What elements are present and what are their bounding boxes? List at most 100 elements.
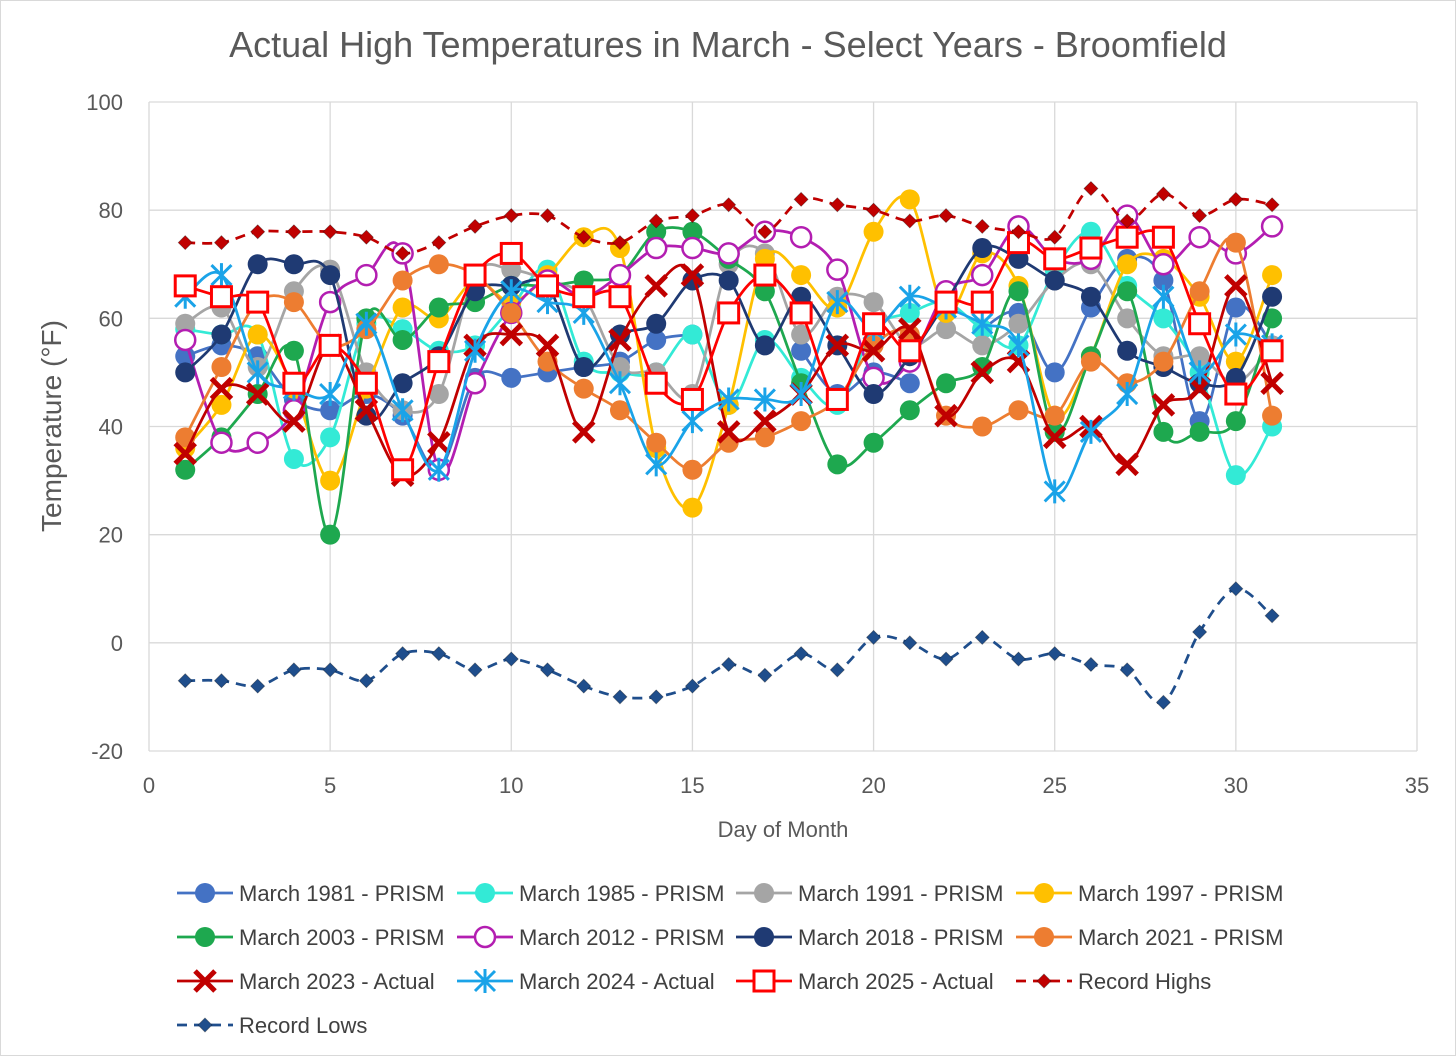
data-point [646,313,667,334]
data-point [863,432,884,453]
data-point [1010,651,1027,667]
data-point [1043,479,1066,504]
data-point [970,290,994,314]
data-point [177,235,193,251]
data-point [1080,351,1101,372]
data-point [320,470,341,491]
data-point [246,290,270,314]
x-axis-title: Day of Month [718,817,849,842]
data-point [1117,308,1138,329]
data-point [250,224,266,240]
data-point [1008,400,1029,421]
data-point [1119,213,1135,229]
data-point [646,329,667,350]
legend-label: March 1997 - PRISM [1078,881,1283,906]
data-point [1225,232,1246,253]
series-line [981,255,1274,423]
y-tick-label: -20 [91,739,123,764]
data-point [938,651,954,667]
data-point [539,208,556,224]
data-point [644,371,668,395]
legend-entry: March 2025 - Actual [736,969,994,994]
data-point [175,346,196,367]
data-point [1224,322,1247,347]
data-point [898,284,921,309]
series-march-2025-actual [173,225,1284,482]
data-point [358,229,374,245]
data-point [427,457,450,482]
data-point [427,350,451,374]
x-tick-label: 20 [861,773,885,798]
data-point [863,292,884,313]
data-point [283,340,304,361]
data-point [392,373,413,394]
data-point [247,254,268,275]
data-point [175,362,196,383]
data-point [282,409,306,433]
x-tick-label: 0 [143,773,155,798]
series-line [185,587,1274,705]
data-point [283,292,304,313]
data-point [213,673,230,689]
legend-entry: March 2003 - PRISM [177,925,444,950]
legend-label: March 1981 - PRISM [239,881,444,906]
data-point [209,285,233,309]
data-point [862,312,886,336]
data-point [608,371,632,396]
data-point [753,409,777,433]
data-point [971,263,994,287]
data-point [173,274,197,298]
data-point [282,371,306,395]
data-point [863,221,884,242]
data-point [1043,247,1067,271]
data-point [1228,191,1244,207]
data-point [320,427,341,448]
data-point [1225,351,1246,372]
data-point [866,629,882,645]
data-point [680,263,705,287]
y-tick-label: 0 [111,631,123,656]
data-point [283,254,304,275]
data-point [1225,411,1246,432]
data-point [974,629,990,645]
data-point [789,225,813,249]
data-point [209,376,234,401]
data-point [753,263,777,287]
data-point [866,202,882,218]
data-point [681,409,704,434]
data-point [829,662,845,678]
data-point [395,646,411,662]
legend-entry: March 2023 - Actual [177,969,435,994]
data-point [1262,265,1283,286]
data-point [499,241,523,265]
data-point [572,285,596,309]
data-point [500,279,523,304]
data-point [1225,297,1246,318]
series-record-lows [177,581,1280,710]
data-point [902,635,918,651]
data-point [211,357,232,378]
legend-entry: March 2024 - Actual [457,969,715,994]
data-point [938,208,954,224]
data-point [1224,274,1248,298]
data-point [1007,333,1030,358]
data-point [431,235,447,251]
legend-label: March 1991 - PRISM [798,881,1003,906]
data-point [972,416,993,437]
data-point [825,387,849,411]
gridlines [148,101,1418,752]
data-point [1262,405,1283,426]
data-point [539,662,556,678]
data-point [1188,312,1212,336]
data-point [536,274,560,298]
data-point [354,398,379,423]
data-point [826,290,849,315]
legend-label: March 2023 - Actual [239,969,435,994]
data-point [791,324,812,345]
data-point [320,265,341,286]
data-point [1079,236,1103,260]
data-point [571,420,596,444]
data-point [899,302,920,323]
data-point [1153,351,1174,372]
x-tick-label: 35 [1405,773,1429,798]
